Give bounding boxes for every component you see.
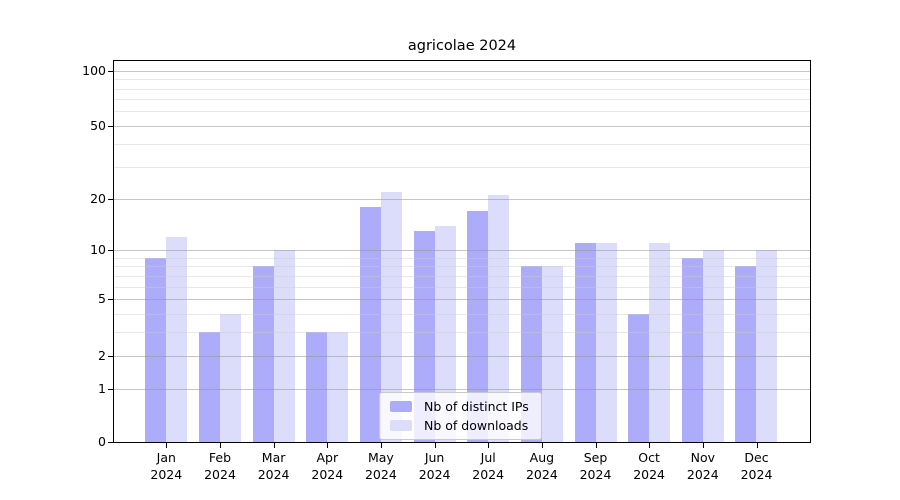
x-tick-month: Mar <box>261 450 286 465</box>
x-tick-month: Feb <box>208 450 232 465</box>
x-tick-month: Sep <box>583 450 608 465</box>
x-tick-year: 2024 <box>633 466 665 482</box>
bar-feb-ips <box>198 332 220 442</box>
bar-may-downloads <box>380 191 402 442</box>
x-tick-year: 2024 <box>204 466 236 482</box>
y-tick-label: 0 <box>98 434 106 449</box>
bar-jul-ips <box>467 211 489 442</box>
x-tick-month: Apr <box>316 450 339 465</box>
y-tick-mark <box>108 356 113 357</box>
x-tick-mark <box>541 443 543 448</box>
x-tick-month: Oct <box>638 450 660 465</box>
x-tick-year: 2024 <box>364 466 397 482</box>
chart-title: agricolae 2024 <box>407 38 517 54</box>
y-tick-mark <box>108 199 113 200</box>
x-tick-mark <box>488 443 490 448</box>
bar-nov-ips <box>681 257 703 442</box>
x-tick-mark <box>595 443 597 448</box>
x-tick-label: Jul 2024 <box>456 450 520 483</box>
x-tick-mark <box>273 443 275 448</box>
legend-item-distinct-ips: Nb of distinct IPs <box>390 399 529 414</box>
y-tick-label: 10 <box>90 242 106 257</box>
x-tick-year: 2024 <box>311 466 344 482</box>
bar-oct-downloads <box>649 243 671 442</box>
y-tick-mark <box>108 299 113 300</box>
bar-may-ips <box>359 206 381 442</box>
bars-layer <box>114 61 810 442</box>
y-tick-label: 1 <box>98 381 106 396</box>
y-tick-mark <box>108 71 113 72</box>
bar-mar-downloads <box>273 250 295 442</box>
x-tick-year: 2024 <box>740 466 773 482</box>
x-tick-mark <box>434 443 436 448</box>
x-tick-month: Dec <box>744 450 769 465</box>
x-tick-label: Aug 2024 <box>510 450 574 483</box>
bar-oct-ips <box>628 314 650 442</box>
x-tick-year: 2024 <box>257 466 290 482</box>
x-tick-month: Aug <box>529 450 555 465</box>
x-tick-month: Jun <box>424 450 445 465</box>
legend-swatch-downloads <box>390 420 412 431</box>
bar-sep-downloads <box>595 243 617 442</box>
bar-sep-ips <box>574 243 596 442</box>
x-tick-month: Jan <box>156 450 176 465</box>
bar-mar-ips <box>252 266 274 442</box>
x-tick-month: Jul <box>480 450 496 465</box>
legend-item-downloads: Nb of downloads <box>390 418 529 433</box>
bar-jan-ips <box>145 257 167 442</box>
legend-swatch-distinct-ips <box>390 401 412 412</box>
bar-dec-ips <box>735 266 757 442</box>
x-tick-mark <box>166 443 168 448</box>
bar-apr-ips <box>306 332 328 442</box>
y-tick-mark <box>108 250 113 251</box>
y-tick-label: 100 <box>82 63 106 78</box>
x-tick-year: 2024 <box>418 466 451 482</box>
y-tick-mark <box>108 442 113 443</box>
x-tick-mark <box>702 443 704 448</box>
y-tick-mark <box>108 125 113 127</box>
x-tick-month: Nov <box>690 450 715 465</box>
x-tick-label: Feb 2024 <box>188 450 252 483</box>
x-tick-label: Apr 2024 <box>295 450 359 483</box>
x-tick-year: 2024 <box>472 466 505 482</box>
x-tick-label: Oct 2024 <box>617 450 681 483</box>
x-tick-mark <box>327 443 329 448</box>
bar-jul-downloads <box>488 195 510 442</box>
x-tick-label: Nov 2024 <box>671 450 735 483</box>
plot-area: Nb of distinct IPs Nb of downloads <box>113 60 811 443</box>
x-tick-year: 2024 <box>150 466 183 482</box>
y-tick-label: 20 <box>90 191 106 206</box>
y-tick-mark <box>108 389 113 390</box>
x-tick-mark <box>220 443 221 448</box>
legend-label-downloads: Nb of downloads <box>424 418 529 433</box>
bar-jun-downloads <box>434 225 456 442</box>
bar-nov-downloads <box>702 250 724 442</box>
x-tick-label: Jan 2024 <box>134 450 198 483</box>
x-tick-month: May <box>367 450 394 465</box>
x-tick-mark <box>380 443 382 448</box>
bar-jan-downloads <box>166 236 188 442</box>
bar-apr-downloads <box>327 332 349 442</box>
x-tick-year: 2024 <box>579 466 612 482</box>
bar-feb-downloads <box>219 314 241 442</box>
x-tick-label: Mar 2024 <box>242 450 306 483</box>
y-tick-label: 5 <box>98 291 106 306</box>
x-tick-mark <box>649 443 651 448</box>
x-tick-label: Sep 2024 <box>564 450 628 483</box>
legend: Nb of distinct IPs Nb of downloads <box>379 392 542 440</box>
x-tick-year: 2024 <box>686 466 719 482</box>
bar-dec-downloads <box>756 250 778 442</box>
x-tick-mark <box>756 443 758 448</box>
x-tick-label: May 2024 <box>349 450 413 483</box>
x-tick-label: Dec 2024 <box>725 450 789 483</box>
legend-label-distinct-ips: Nb of distinct IPs <box>424 399 529 414</box>
x-tick-label: Jun 2024 <box>403 450 467 483</box>
y-tick-label: 50 <box>90 117 106 133</box>
x-tick-year: 2024 <box>525 466 558 482</box>
y-tick-label: 2 <box>98 348 106 363</box>
bar-aug-downloads <box>541 266 563 442</box>
